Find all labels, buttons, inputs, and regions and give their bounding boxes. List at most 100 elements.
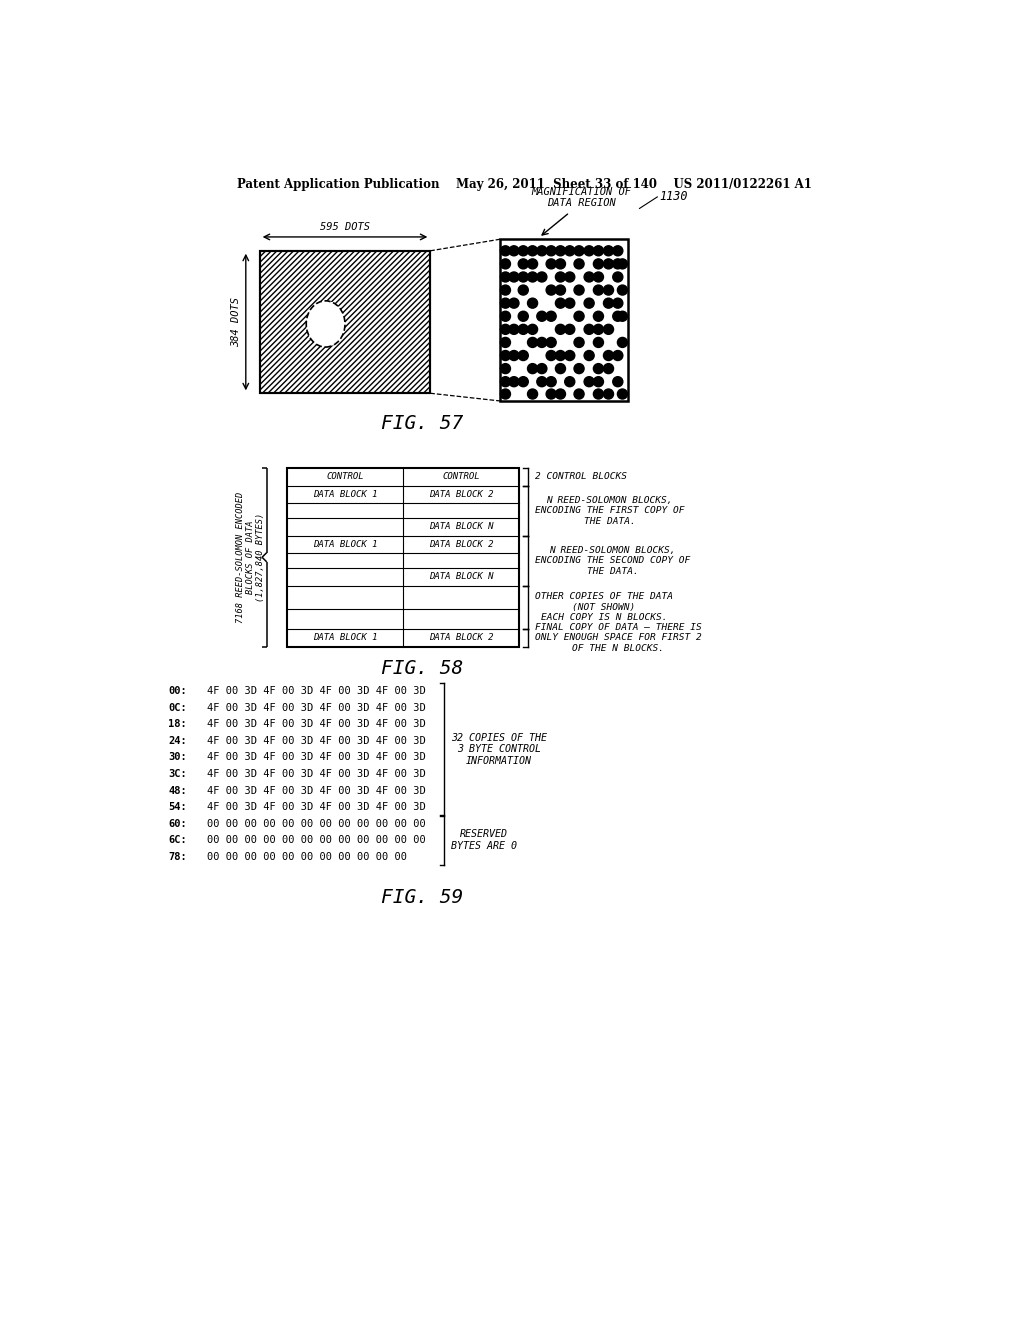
Text: 4F 00 3D 4F 00 3D 4F 00 3D 4F 00 3D: 4F 00 3D 4F 00 3D 4F 00 3D 4F 00 3D xyxy=(207,702,426,713)
Circle shape xyxy=(612,246,623,256)
Text: 1130: 1130 xyxy=(658,190,687,203)
Circle shape xyxy=(518,325,528,334)
Circle shape xyxy=(612,259,623,269)
Circle shape xyxy=(501,285,510,296)
Circle shape xyxy=(518,272,528,282)
Circle shape xyxy=(593,338,603,347)
Circle shape xyxy=(518,351,528,360)
Circle shape xyxy=(546,376,556,387)
Circle shape xyxy=(593,325,603,334)
Text: 30:: 30: xyxy=(168,752,187,763)
Text: DATA BLOCK 2: DATA BLOCK 2 xyxy=(429,540,494,549)
Text: 7168 REED-SOLOMON ENCODED
BLOCKS OF DATA
(1,827,840 BYTES): 7168 REED-SOLOMON ENCODED BLOCKS OF DATA… xyxy=(236,491,265,623)
Circle shape xyxy=(612,272,623,282)
Circle shape xyxy=(617,389,628,399)
Text: FIG. 58: FIG. 58 xyxy=(381,659,464,678)
Circle shape xyxy=(555,351,565,360)
Circle shape xyxy=(564,325,574,334)
Text: DATA BLOCK 2: DATA BLOCK 2 xyxy=(429,490,494,499)
Ellipse shape xyxy=(306,301,345,347)
Text: FIG. 59: FIG. 59 xyxy=(381,888,464,907)
Circle shape xyxy=(593,285,603,296)
Text: 54:: 54: xyxy=(168,803,187,812)
Circle shape xyxy=(584,376,594,387)
Circle shape xyxy=(555,298,565,308)
Text: Patent Application Publication    May 26, 2011  Sheet 33 of 140    US 2011/01222: Patent Application Publication May 26, 2… xyxy=(238,178,812,190)
Text: 4F 00 3D 4F 00 3D 4F 00 3D 4F 00 3D: 4F 00 3D 4F 00 3D 4F 00 3D 4F 00 3D xyxy=(207,686,426,696)
Circle shape xyxy=(555,285,565,296)
Circle shape xyxy=(546,312,556,321)
Circle shape xyxy=(603,285,613,296)
Text: 384 DOTS: 384 DOTS xyxy=(230,297,241,347)
Circle shape xyxy=(603,298,613,308)
Circle shape xyxy=(501,259,510,269)
Circle shape xyxy=(574,285,584,296)
Circle shape xyxy=(555,272,565,282)
Circle shape xyxy=(518,312,528,321)
Circle shape xyxy=(501,246,510,256)
Circle shape xyxy=(537,338,547,347)
Circle shape xyxy=(546,389,556,399)
Circle shape xyxy=(518,376,528,387)
Circle shape xyxy=(584,351,594,360)
Circle shape xyxy=(593,389,603,399)
Text: 60:: 60: xyxy=(168,818,187,829)
Circle shape xyxy=(593,246,603,256)
Text: 4F 00 3D 4F 00 3D 4F 00 3D 4F 00 3D: 4F 00 3D 4F 00 3D 4F 00 3D 4F 00 3D xyxy=(207,770,426,779)
Bar xyxy=(287,469,519,647)
Circle shape xyxy=(574,312,584,321)
Circle shape xyxy=(501,312,510,321)
Text: 3C:: 3C: xyxy=(168,770,187,779)
Circle shape xyxy=(574,363,584,374)
Circle shape xyxy=(574,246,584,256)
Text: DATA BLOCK 2: DATA BLOCK 2 xyxy=(429,634,494,643)
Circle shape xyxy=(555,389,565,399)
Text: DATA BLOCK 1: DATA BLOCK 1 xyxy=(312,490,377,499)
Circle shape xyxy=(546,246,556,256)
Circle shape xyxy=(527,389,538,399)
Text: 00:: 00: xyxy=(168,686,187,696)
Circle shape xyxy=(584,298,594,308)
Text: MAGNIFICATION OF
DATA REGION: MAGNIFICATION OF DATA REGION xyxy=(531,187,632,209)
Text: RESERVED
BYTES ARE 0: RESERVED BYTES ARE 0 xyxy=(452,829,517,851)
Text: CONTROL: CONTROL xyxy=(442,473,480,482)
Circle shape xyxy=(509,325,519,334)
Text: CONTROL: CONTROL xyxy=(327,473,364,482)
Text: FINAL COPY OF DATA – THERE IS
ONLY ENOUGH SPACE FOR FIRST 2
OF THE N BLOCKS.: FINAL COPY OF DATA – THERE IS ONLY ENOUG… xyxy=(535,623,701,652)
Text: DATA BLOCK N: DATA BLOCK N xyxy=(429,573,494,581)
Text: 78:: 78: xyxy=(168,851,187,862)
Circle shape xyxy=(509,298,519,308)
Bar xyxy=(500,239,628,401)
Text: FIG. 57: FIG. 57 xyxy=(381,414,464,433)
Circle shape xyxy=(537,376,547,387)
Circle shape xyxy=(564,272,574,282)
Text: 4F 00 3D 4F 00 3D 4F 00 3D 4F 00 3D: 4F 00 3D 4F 00 3D 4F 00 3D 4F 00 3D xyxy=(207,719,426,730)
Circle shape xyxy=(546,259,556,269)
Text: 2 CONTROL BLOCKS: 2 CONTROL BLOCKS xyxy=(535,473,627,482)
Circle shape xyxy=(612,376,623,387)
Circle shape xyxy=(564,246,574,256)
Circle shape xyxy=(509,246,519,256)
Circle shape xyxy=(593,376,603,387)
Text: 595 DOTS: 595 DOTS xyxy=(319,222,370,232)
Circle shape xyxy=(603,389,613,399)
Circle shape xyxy=(603,363,613,374)
Text: 00 00 00 00 00 00 00 00 00 00 00 00: 00 00 00 00 00 00 00 00 00 00 00 00 xyxy=(207,836,426,845)
Circle shape xyxy=(501,351,510,360)
Circle shape xyxy=(527,325,538,334)
Circle shape xyxy=(527,298,538,308)
Text: 48:: 48: xyxy=(168,785,187,796)
Circle shape xyxy=(527,338,538,347)
Circle shape xyxy=(527,272,538,282)
Circle shape xyxy=(612,298,623,308)
Circle shape xyxy=(537,312,547,321)
Circle shape xyxy=(593,272,603,282)
Text: 00 00 00 00 00 00 00 00 00 00 00: 00 00 00 00 00 00 00 00 00 00 00 xyxy=(207,851,408,862)
Circle shape xyxy=(501,376,510,387)
Bar xyxy=(260,251,430,393)
Circle shape xyxy=(574,259,584,269)
Circle shape xyxy=(527,363,538,374)
Circle shape xyxy=(527,259,538,269)
Circle shape xyxy=(501,325,510,334)
Circle shape xyxy=(584,272,594,282)
